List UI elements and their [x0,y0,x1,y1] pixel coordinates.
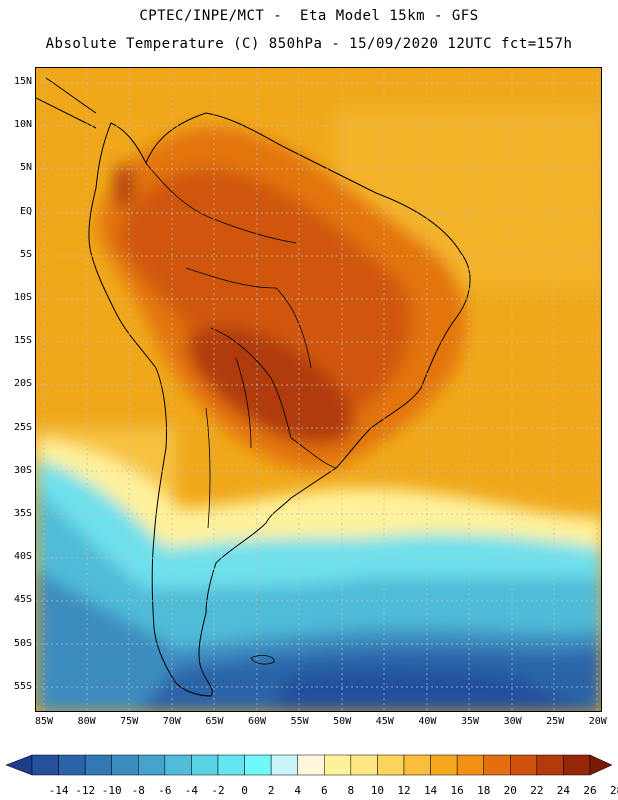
colorbar-label: 24 [556,784,571,797]
lon-label: 30W [503,716,522,727]
colorbar-swatch [164,754,192,776]
colorbar-swatch [244,754,272,776]
colorbar-label: 28 [609,784,618,797]
lat-label: 15N [13,76,32,87]
colorbar-label: 14 [423,784,438,797]
lat-label: 25S [13,421,32,433]
lon-label: 45W [375,716,394,727]
colorbar [5,754,613,776]
lon-label: 80W [77,716,96,727]
colorbar-label: 20 [503,784,517,797]
lat-label: 30S [13,464,32,476]
lat-label: 45S [13,594,32,606]
lon-label: 60W [247,716,267,727]
colorbar-label: 2 [267,784,275,797]
colorbar-label: -10 [101,784,122,797]
colorbar-swatch [563,754,591,776]
title-line-1: CPTEC/INPE/MCT - Eta Model 15km - GFS [139,8,479,24]
colorbar-swatch [191,754,219,776]
colorbar-swatch [456,754,484,776]
lat-label: 40S [13,551,32,563]
field-core-hottest [186,327,354,445]
lon-label: 50W [333,716,352,727]
lon-label: 25W [546,716,565,727]
lat-label: 50S [13,637,32,649]
lat-label: 5N [19,162,32,174]
colorbar-label: 0 [241,784,248,797]
colorbar-swatch [58,754,86,776]
colorbar-label: -14 [48,784,69,797]
colorbar-swatch [111,754,139,776]
colorbar-label: 26 [583,784,597,797]
colorbar-label: 22 [530,784,544,797]
colorbar-swatch [217,754,245,776]
colorbar-label: -2 [211,784,225,797]
colorbar-label: 8 [347,784,355,797]
colorbar-label: -4 [184,784,199,797]
colorbar-swatch [536,754,564,776]
colorbar-label: -8 [131,784,145,797]
colorbar-label: -6 [158,784,172,797]
colorbar-label: 6 [320,784,328,797]
colorbar-swatch [297,754,325,776]
lat-label: 20S [13,378,32,390]
temperature-map[interactable] [35,67,602,712]
colorbar-extend-low [5,754,33,776]
colorbar-label: 16 [450,784,464,797]
colorbar-label: 10 [370,784,385,797]
lat-label: 15S [13,335,32,347]
field-andes-north-hot [114,164,135,208]
colorbar-swatch [84,754,112,776]
colorbar-extend-high [589,754,613,776]
colorbar-label: 12 [397,784,411,797]
colorbar-swatch [430,754,458,776]
colorbar-swatch [483,754,511,776]
temperature-field [36,108,601,711]
lat-label: 35S [13,508,32,519]
colorbar-swatch [350,754,378,776]
colorbar-swatch [270,754,298,776]
lon-label: 55W [290,716,309,727]
falkland-islands [250,655,275,665]
colorbar-swatch [510,754,538,776]
colorbar-swatch [324,754,352,776]
colorbar-swatch [403,754,431,776]
lon-label: 20W [588,716,607,727]
lon-label: 75W [120,716,139,727]
field-continent-hotter [116,168,413,431]
central-america-coast [36,77,97,129]
lat-label: 10N [13,119,32,131]
colorbar-swatch [377,754,405,776]
lon-label: 65W [205,716,224,727]
lat-label: 10S [13,292,32,303]
colorbar-label: 18 [477,784,491,797]
lat-label: EQ [19,205,32,217]
lon-label: 85W [34,716,54,727]
lat-label: 55S [13,680,32,692]
lon-label: 40W [418,716,437,727]
colorbar-swatch [31,754,59,776]
lon-label: 35W [460,716,480,727]
lon-label: 70W [162,716,181,727]
map-canvas [36,68,601,711]
title-line-2: Absolute Temperature (C) 850hPa - 15/09/… [45,36,573,52]
colorbar-swatch [138,754,166,776]
colorbar-label: -12 [75,784,96,797]
field-coldest-band [276,670,592,711]
colorbar-label: 4 [294,784,302,797]
lat-label: 5S [19,248,32,260]
